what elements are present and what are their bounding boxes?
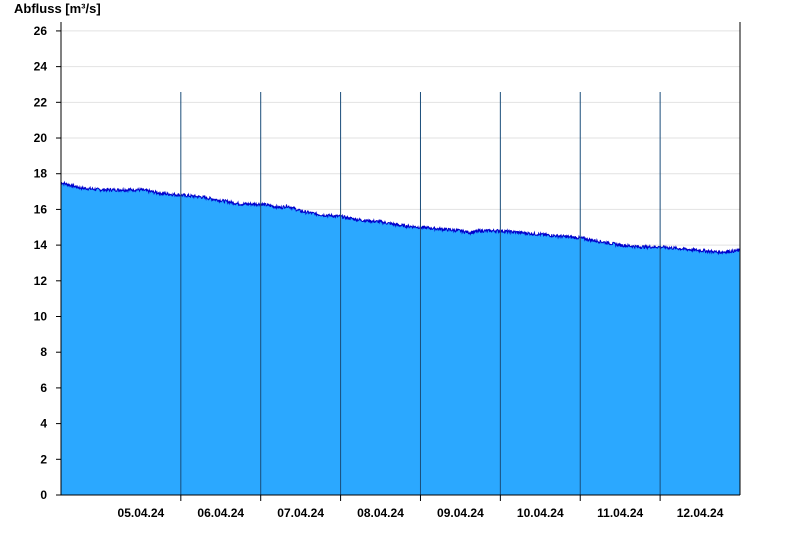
y-tick-label: 6: [40, 381, 47, 395]
x-tick-label: 08.04.24: [357, 506, 404, 520]
x-tick-label: 07.04.24: [277, 506, 324, 520]
y-tick-label: 22: [34, 95, 48, 109]
y-tick-label: 16: [34, 202, 48, 216]
y-tick-label: 2: [40, 452, 47, 466]
y-tick-label: 10: [34, 310, 48, 324]
x-tick-label: 05.04.24: [118, 506, 165, 520]
x-tick-label: 10.04.24: [517, 506, 564, 520]
y-tick-label: 0: [40, 488, 47, 502]
y-tick-label: 26: [34, 24, 48, 38]
y-axis-label: Abfluss [m³/s]: [14, 1, 101, 16]
x-axis-ticks: 05.04.24 06.04.24 07.04.24 08.04.24 09.04.24…: [118, 495, 724, 520]
y-tick-label: 12: [34, 274, 48, 288]
x-tick-label: 11.04.24: [597, 506, 643, 520]
y-tick-label: 24: [34, 60, 48, 74]
discharge-area: [61, 182, 740, 496]
y-tick-label: 20: [34, 131, 48, 145]
discharge-line: [60, 180, 741, 256]
x-tick-label: 12.04.24: [677, 506, 724, 520]
y-tick-label: 8: [40, 345, 47, 359]
x-tick-label: 06.04.24: [197, 506, 244, 520]
day-separators: [180, 92, 661, 495]
y-tick-label: 4: [40, 417, 47, 431]
y-tick-label: 18: [34, 167, 48, 181]
x-tick-label: 09.04.24: [437, 506, 484, 520]
y-tick-label: 14: [34, 238, 48, 252]
axes: [60, 22, 741, 496]
